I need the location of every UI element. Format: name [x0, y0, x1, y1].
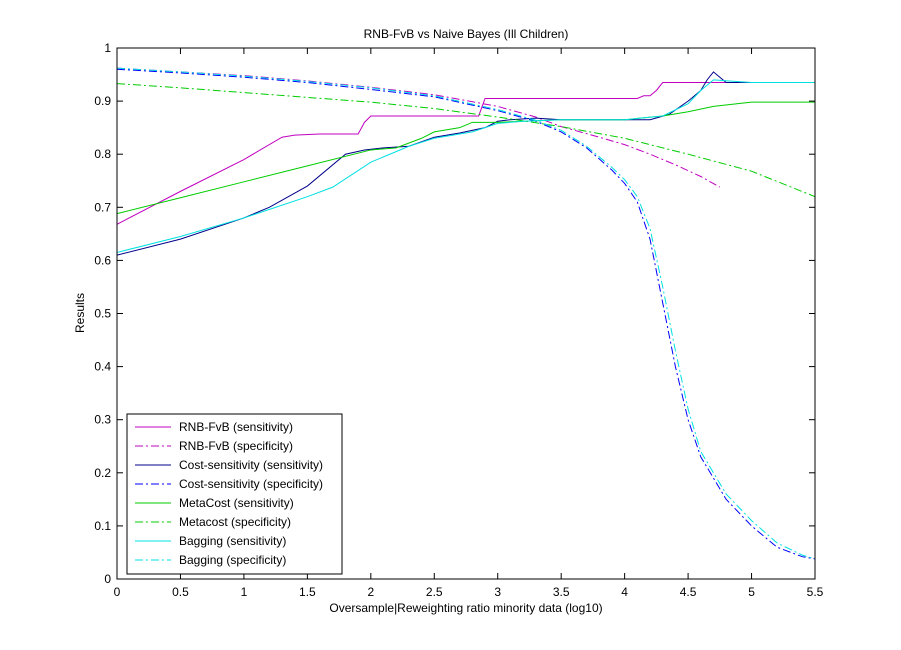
x-tick-label: 1.5 [299, 585, 316, 599]
x-tick-label: 3 [494, 585, 501, 599]
y-tick-label: 0.6 [94, 253, 111, 267]
x-tick-label: 5 [748, 585, 755, 599]
y-tick-label: 1 [104, 41, 111, 55]
x-tick-label: 0.5 [172, 585, 189, 599]
x-axis-title: Oversample|Reweighting ratio minority da… [329, 601, 602, 615]
series-layer [116, 67, 816, 560]
y-tick-label: 0.7 [94, 200, 111, 214]
legend-label: Cost-sensitivity (specificity) [179, 477, 323, 491]
y-tick-label: 0.1 [94, 519, 111, 533]
series-line-3 [116, 71, 815, 256]
series-line-2 [116, 67, 721, 188]
legend-label: Metacost (specificity) [179, 515, 291, 529]
legend-label: Bagging (sensitivity) [179, 534, 286, 548]
legend-label: RNB-FvB (specificity) [179, 439, 293, 453]
series-line-8 [116, 67, 816, 560]
legend: RNB-FvB (sensitivity) RNB-FvB (specificit… [126, 413, 343, 575]
x-tick-label: 0 [114, 585, 121, 599]
y-tick-label: 0.5 [94, 307, 111, 321]
x-tick-label: 1 [241, 585, 248, 599]
x-tick-label: 3.5 [553, 585, 570, 599]
x-tick-label: 4.5 [680, 585, 697, 599]
y-tick-label: 0.9 [94, 94, 111, 108]
series-line-7 [116, 79, 815, 253]
x-tick-label: 5.5 [807, 585, 824, 599]
legend-box [126, 413, 343, 575]
axes-layer: 0 0.5 1 1.5 2 2.5 3 3.5 4 4.5 5 5.5 0 0.1 0.2 0.3 0.4 0.5… [94, 41, 823, 599]
y-tick-label: 0 [104, 572, 111, 586]
y-tick-label: 0.8 [94, 147, 111, 161]
y-axis-title: Results [73, 293, 87, 333]
chart-title: RNB-FvB vs Naive Bayes (Ill Children) [364, 27, 569, 41]
y-tick-label: 0.3 [94, 413, 111, 427]
legend-label: MetaCost (sensitivity) [179, 496, 294, 510]
y-tick-label: 0.4 [94, 360, 111, 374]
x-tick-label: 2 [367, 585, 374, 599]
legend-label: RNB-FvB (sensitivity) [179, 420, 293, 434]
legend-label: Cost-sensitivity (sensitivity) [179, 458, 323, 472]
x-tick-label: 4 [621, 585, 628, 599]
series-line-4 [116, 68, 816, 560]
y-tick-label: 0.2 [94, 466, 111, 480]
series-line-1 [116, 82, 815, 225]
legend-label: Bagging (specificity) [179, 553, 286, 567]
x-tick-label: 2.5 [426, 585, 443, 599]
series-line-5 [116, 101, 815, 215]
series-line-6 [116, 83, 816, 198]
